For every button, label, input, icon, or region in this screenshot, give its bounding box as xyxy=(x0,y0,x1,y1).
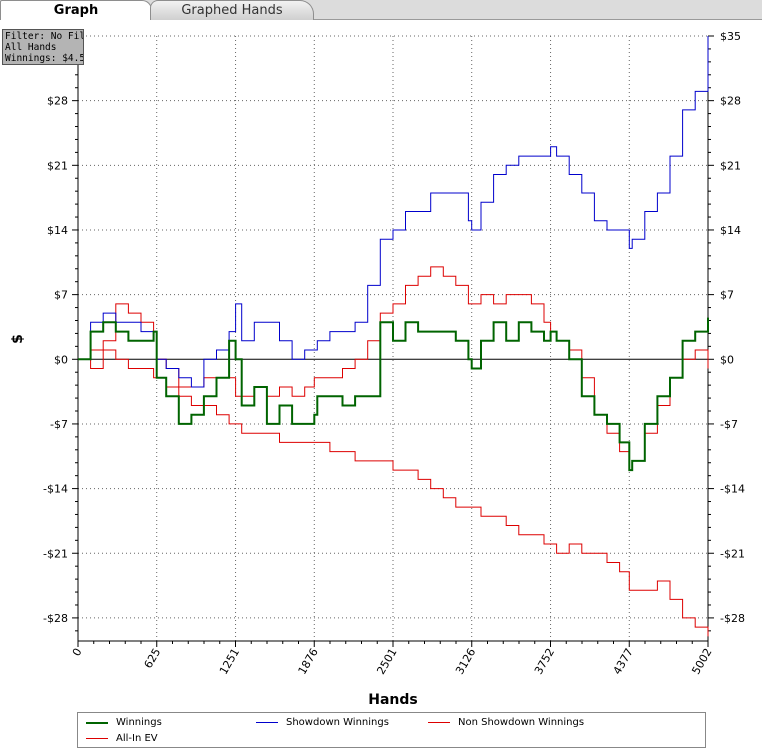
legend-swatch xyxy=(86,722,108,724)
y-tick-label-right: $7 xyxy=(720,289,734,302)
y-axis-title-left: $ xyxy=(10,334,26,344)
tab-bar: Graph Graphed Hands xyxy=(0,0,762,20)
x-tick-label: 3126 xyxy=(453,646,478,677)
x-tick-label: 4377 xyxy=(611,646,636,677)
y-tick-label-right: -$14 xyxy=(720,483,745,496)
y-tick-label-right: $14 xyxy=(720,224,741,237)
legend-label: Winnings xyxy=(116,717,162,728)
y-tick-label-right: $28 xyxy=(720,95,741,108)
winnings-chart: -$28 -$28 -$21 -$21 -$14 -$14 -$7 -$7 $0 $0 $7 $7 $1… xyxy=(10,30,745,708)
axes xyxy=(72,35,714,647)
x-tick-label: 1251 xyxy=(217,646,242,677)
grid-lines xyxy=(78,35,708,641)
y-tick-label-right: -$7 xyxy=(720,418,738,431)
y-tick-label-left: -$21 xyxy=(43,547,68,560)
legend-swatch xyxy=(256,722,278,723)
y-tick-label-right: $21 xyxy=(720,159,741,172)
x-tick-label: 0 xyxy=(70,646,85,659)
y-tick-label-left: $14 xyxy=(47,224,68,237)
legend-swatch xyxy=(86,738,108,739)
x-tick-label: 5002 xyxy=(689,646,714,677)
y-tick-label-left: $0 xyxy=(54,353,68,366)
chart-legend: Winnings Showdown Winnings Non Showdown … xyxy=(77,712,706,748)
x-tick-label: 1876 xyxy=(296,646,321,677)
y-tick-label-right: -$21 xyxy=(720,547,745,560)
y-tick-label-left: $21 xyxy=(47,159,68,172)
series-lines xyxy=(78,36,709,637)
y-tick-label-left: -$14 xyxy=(43,483,68,496)
legend-label: Non Showdown Winnings xyxy=(458,717,585,728)
y-tick-label-left: $28 xyxy=(47,95,68,108)
legend-swatch xyxy=(428,722,450,723)
filter-line: Filter: No Filter xyxy=(5,31,84,42)
y-tick-label-right: -$28 xyxy=(720,612,745,625)
series-line-winnings xyxy=(78,317,709,472)
winnings-line: Winnings: $4.51 xyxy=(5,53,84,64)
series-line-showdown-winnings xyxy=(78,36,709,388)
tick-labels: -$28 -$28 -$21 -$21 -$14 -$14 -$7 -$7 $0 $0 $7 $7 $1… xyxy=(43,30,745,677)
legend-label: All-In EV xyxy=(116,733,158,744)
y-tick-label-right: $0 xyxy=(720,353,734,366)
series-line-all-in-ev xyxy=(78,349,709,637)
x-tick-label: 2501 xyxy=(374,646,399,677)
y-tick-label-right: $35 xyxy=(720,30,741,43)
tab-graph[interactable]: Graph xyxy=(0,0,152,20)
filter-info-box: Filter: No Filter All Hands Winnings: $4… xyxy=(2,29,84,65)
y-tick-label-left: -$28 xyxy=(43,612,68,625)
x-axis-title: Hands xyxy=(368,692,418,708)
x-tick-label: 3752 xyxy=(532,646,557,677)
hands-line: All Hands xyxy=(5,42,57,53)
legend-label: Showdown Winnings xyxy=(286,717,389,728)
y-tick-label-left: -$7 xyxy=(50,418,68,431)
x-tick-label: 625 xyxy=(142,646,164,671)
tab-graphed-hands[interactable]: Graphed Hands xyxy=(150,0,314,20)
y-tick-label-left: $7 xyxy=(54,289,68,302)
